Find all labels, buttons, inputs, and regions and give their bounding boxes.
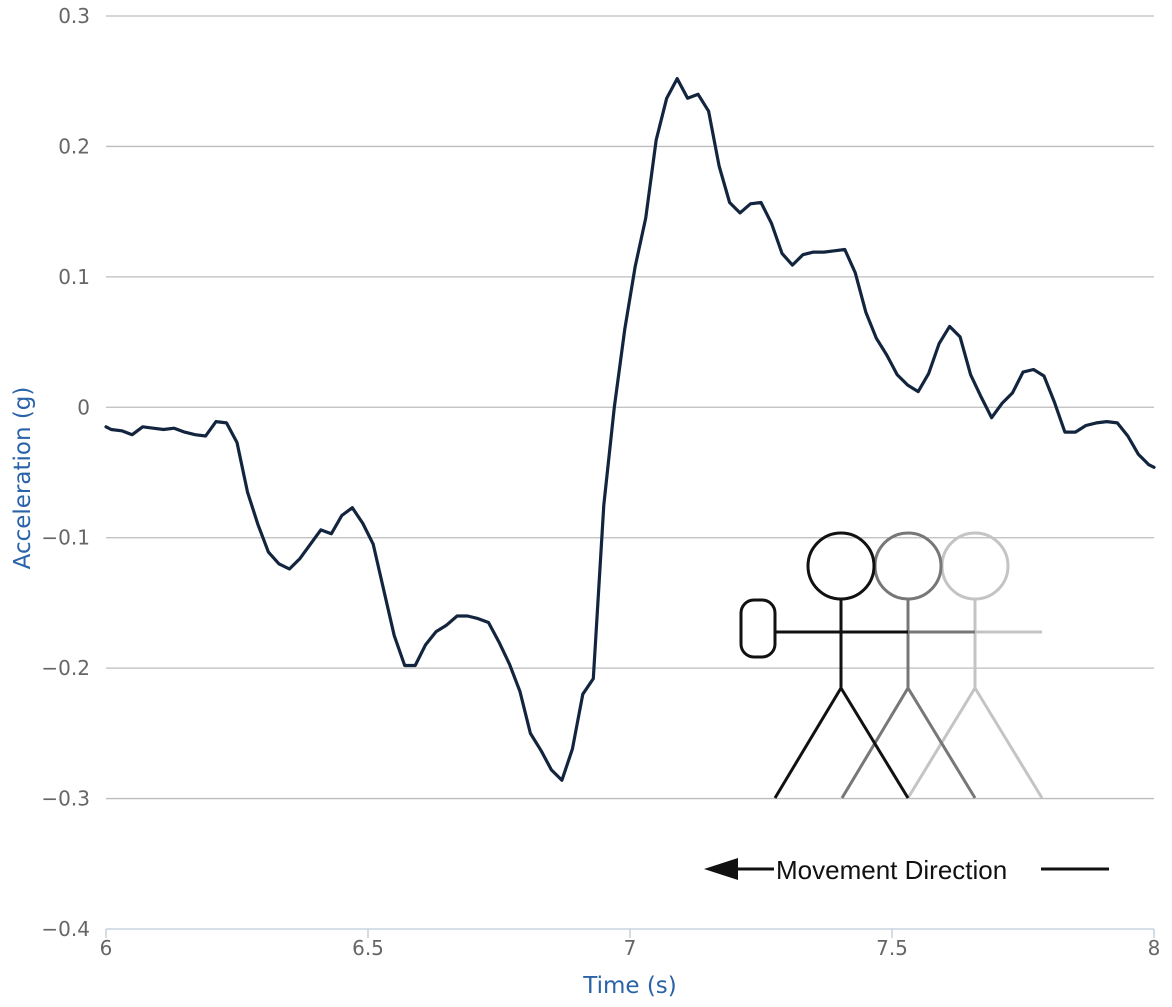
movement-direction-label: Movement Direction [776, 855, 1007, 885]
x-tick-labels: 6 6.5 7 7.5 8 [100, 936, 1161, 960]
arrow-left-icon [704, 858, 738, 880]
y-tick-label: −0.3 [41, 787, 90, 811]
series-layer [104, 76, 1156, 782]
stick-figure-mid [840, 531, 977, 799]
y-tick-label: 0.2 [58, 134, 90, 158]
x-tick-label: 6 [100, 936, 113, 960]
walking-figure-illustration [739, 531, 1044, 799]
y-tick-label: 0 [77, 395, 90, 419]
y-tick-label: −0.2 [41, 656, 90, 680]
stick-figure-faded [906, 531, 1044, 799]
x-tick-label: 7 [624, 936, 637, 960]
y-tick-label: 0.3 [58, 4, 90, 28]
y-axis-title: Acceleration (g) [10, 387, 36, 570]
x-axis-title: Time (s) [582, 973, 677, 999]
stick-figure-front [739, 531, 910, 799]
x-axis [105, 928, 1155, 938]
x-tick-label: 6.5 [352, 936, 384, 960]
y-tick-label: −0.4 [41, 917, 90, 941]
x-tick-label: 7.5 [876, 936, 908, 960]
phone-icon [739, 598, 777, 659]
movement-direction-annotation: Movement Direction [704, 855, 1109, 885]
y-tick-label: −0.1 [41, 526, 90, 550]
x-tick-label: 8 [1148, 936, 1161, 960]
gridlines [106, 15, 1154, 800]
y-tick-labels: 0.3 0.2 0.1 0 −0.1 −0.2 −0.3 −0.4 [41, 4, 90, 941]
y-tick-label: 0.1 [58, 265, 90, 289]
series-line [104, 76, 1156, 782]
